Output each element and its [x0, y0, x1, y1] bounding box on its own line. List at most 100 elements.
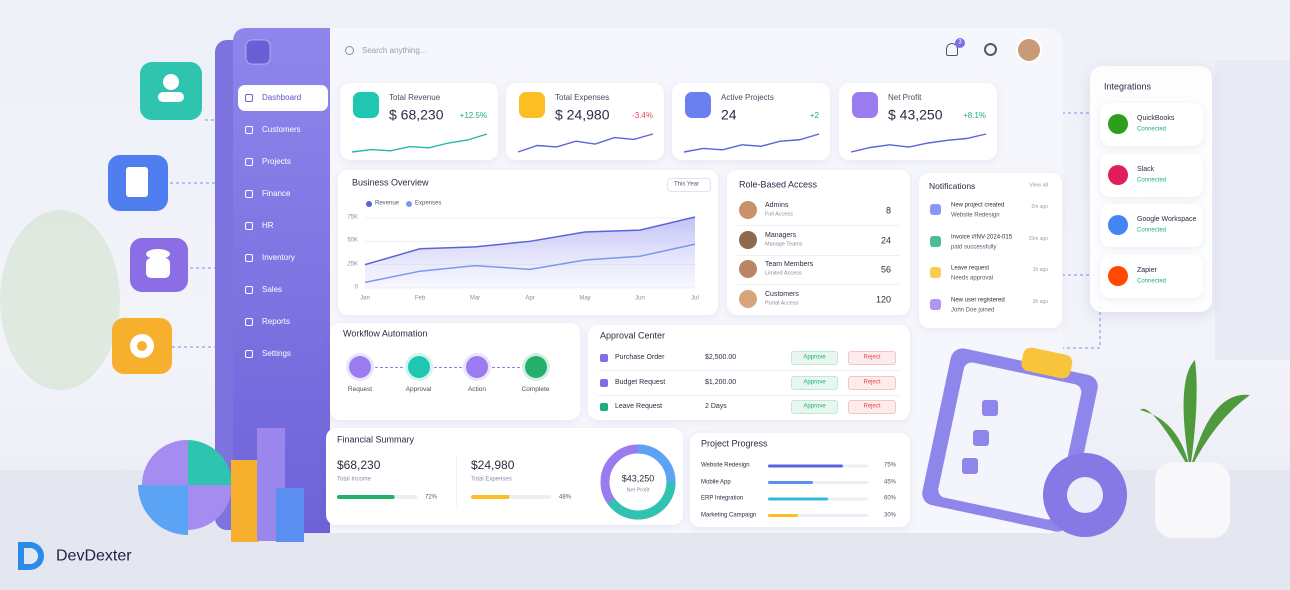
- progress-bar: [768, 497, 828, 501]
- x-tick-label: Jun: [635, 295, 645, 302]
- kpi-change: +2: [809, 111, 819, 121]
- role-avatar: [739, 230, 757, 249]
- percent-label: 75%: [883, 462, 896, 469]
- legend-dot: [406, 201, 412, 207]
- approval-icon: [600, 403, 608, 411]
- percent-label: 48%: [559, 494, 572, 501]
- notification-detail: paid successfully: [951, 243, 997, 250]
- plant: [1140, 360, 1250, 470]
- notification-time: 3h ago: [1032, 298, 1048, 305]
- integration-logo: [1108, 164, 1128, 185]
- project-name: Marketing Campaign: [701, 511, 757, 518]
- donut-segment: [607, 481, 676, 520]
- approve-button[interactable]: [791, 375, 838, 390]
- role-access: Portal Access: [765, 300, 799, 307]
- donut-label: Net Profit: [626, 487, 650, 494]
- notification-icon: [930, 204, 941, 215]
- y-tick-label: 0: [354, 284, 358, 291]
- kpi-icon: [852, 92, 878, 118]
- x-tick-label: Jan: [360, 295, 370, 302]
- card-title: Workflow Automation: [343, 328, 428, 339]
- progress-bar: [768, 481, 813, 484]
- approval-amount: $2,500.00: [705, 353, 737, 361]
- financial-amount: $24,980: [471, 457, 515, 472]
- period-dropdown[interactable]: [667, 178, 711, 192]
- nav-icon: [245, 190, 253, 198]
- workflow-arrow: [433, 367, 462, 368]
- reject-label[interactable]: Reject: [863, 378, 881, 385]
- financial-label: Total Expenses: [471, 476, 512, 483]
- reject-label[interactable]: Reject: [863, 354, 881, 361]
- approve-button[interactable]: [791, 351, 838, 365]
- notification-icon: [930, 235, 941, 247]
- reject-button[interactable]: [848, 351, 896, 365]
- blur-plant: [0, 210, 120, 390]
- card-title: Notifications: [929, 180, 976, 191]
- integration-status: Connected: [1137, 227, 1167, 234]
- approve-label[interactable]: Approve: [803, 354, 826, 361]
- kpi-change: +8.1%: [963, 111, 986, 121]
- role-name: Managers: [765, 231, 797, 239]
- sidebar: [233, 28, 330, 533]
- view-all[interactable]: View all: [1029, 182, 1048, 189]
- nav-icon: [245, 350, 253, 358]
- badge: [955, 38, 965, 48]
- approve-label[interactable]: Approve: [803, 378, 826, 385]
- percent-label: 60%: [883, 495, 896, 502]
- nav-item[interactable]: HR: [262, 221, 274, 231]
- nav-item[interactable]: Dashboard: [262, 93, 302, 103]
- progress-bar: [768, 464, 843, 468]
- approval-name: Budget Request: [615, 378, 666, 386]
- integration-name: Google Workspace: [1137, 215, 1197, 223]
- area: [365, 217, 695, 288]
- role-access: Full Access: [765, 211, 793, 218]
- bell-icon[interactable]: [946, 43, 958, 56]
- nav-item[interactable]: Customers: [262, 125, 301, 135]
- workflow-step: Request: [347, 386, 373, 394]
- clipboard-paper: [938, 362, 1082, 520]
- progress-bar: [768, 514, 798, 517]
- reject-button[interactable]: [848, 375, 896, 390]
- approve-button[interactable]: [791, 400, 838, 414]
- role-count: 24: [880, 235, 891, 246]
- bar-3d: [276, 488, 304, 542]
- integration-status: Connected: [1137, 176, 1167, 183]
- kpi-value: 24: [721, 106, 737, 123]
- nav-item[interactable]: Inventory: [262, 253, 295, 263]
- nav-item[interactable]: Settings: [262, 349, 291, 359]
- divider: [598, 394, 900, 396]
- nav-icon: [245, 222, 253, 230]
- nav-item[interactable]: Sales: [262, 285, 283, 295]
- brand-name: DevDexter: [56, 547, 132, 565]
- avatar[interactable]: [1016, 37, 1042, 63]
- settings-icon[interactable]: [984, 43, 997, 56]
- pie-3d: [188, 440, 232, 485]
- progress-bar: [471, 495, 510, 499]
- financial-label: Total Income: [337, 476, 372, 483]
- workflow-step-icon: [407, 356, 430, 378]
- notification-title: New project created: [951, 202, 1005, 209]
- nav-item[interactable]: Reports: [262, 317, 291, 327]
- kpi-value: $ 43,250: [888, 106, 943, 123]
- workflow-step-icon: [349, 356, 371, 378]
- approve-label[interactable]: Approve: [803, 403, 826, 410]
- integration-name: Slack: [1137, 165, 1155, 173]
- reject-button[interactable]: [848, 400, 896, 414]
- kpi-value: $ 24,980: [555, 106, 610, 123]
- project-name: ERP Integration: [701, 495, 744, 502]
- integration-logo: [1108, 265, 1128, 286]
- donut-value: $43,250: [621, 473, 655, 484]
- check: [973, 430, 989, 446]
- workflow-step: Action: [467, 386, 487, 394]
- divider: [737, 254, 900, 256]
- approval-name: Leave Request: [615, 402, 663, 410]
- workflow-arrow: [375, 367, 403, 368]
- icon-glyph: [126, 167, 148, 197]
- nav-item[interactable]: Projects: [262, 157, 291, 167]
- workflow-step-icon: [524, 356, 547, 378]
- badge-count: 3: [958, 39, 962, 46]
- period-label[interactable]: This Year: [674, 181, 700, 188]
- nav-item[interactable]: Finance: [262, 189, 291, 199]
- reject-label[interactable]: Reject: [863, 403, 881, 410]
- percent-label: 30%: [883, 511, 896, 518]
